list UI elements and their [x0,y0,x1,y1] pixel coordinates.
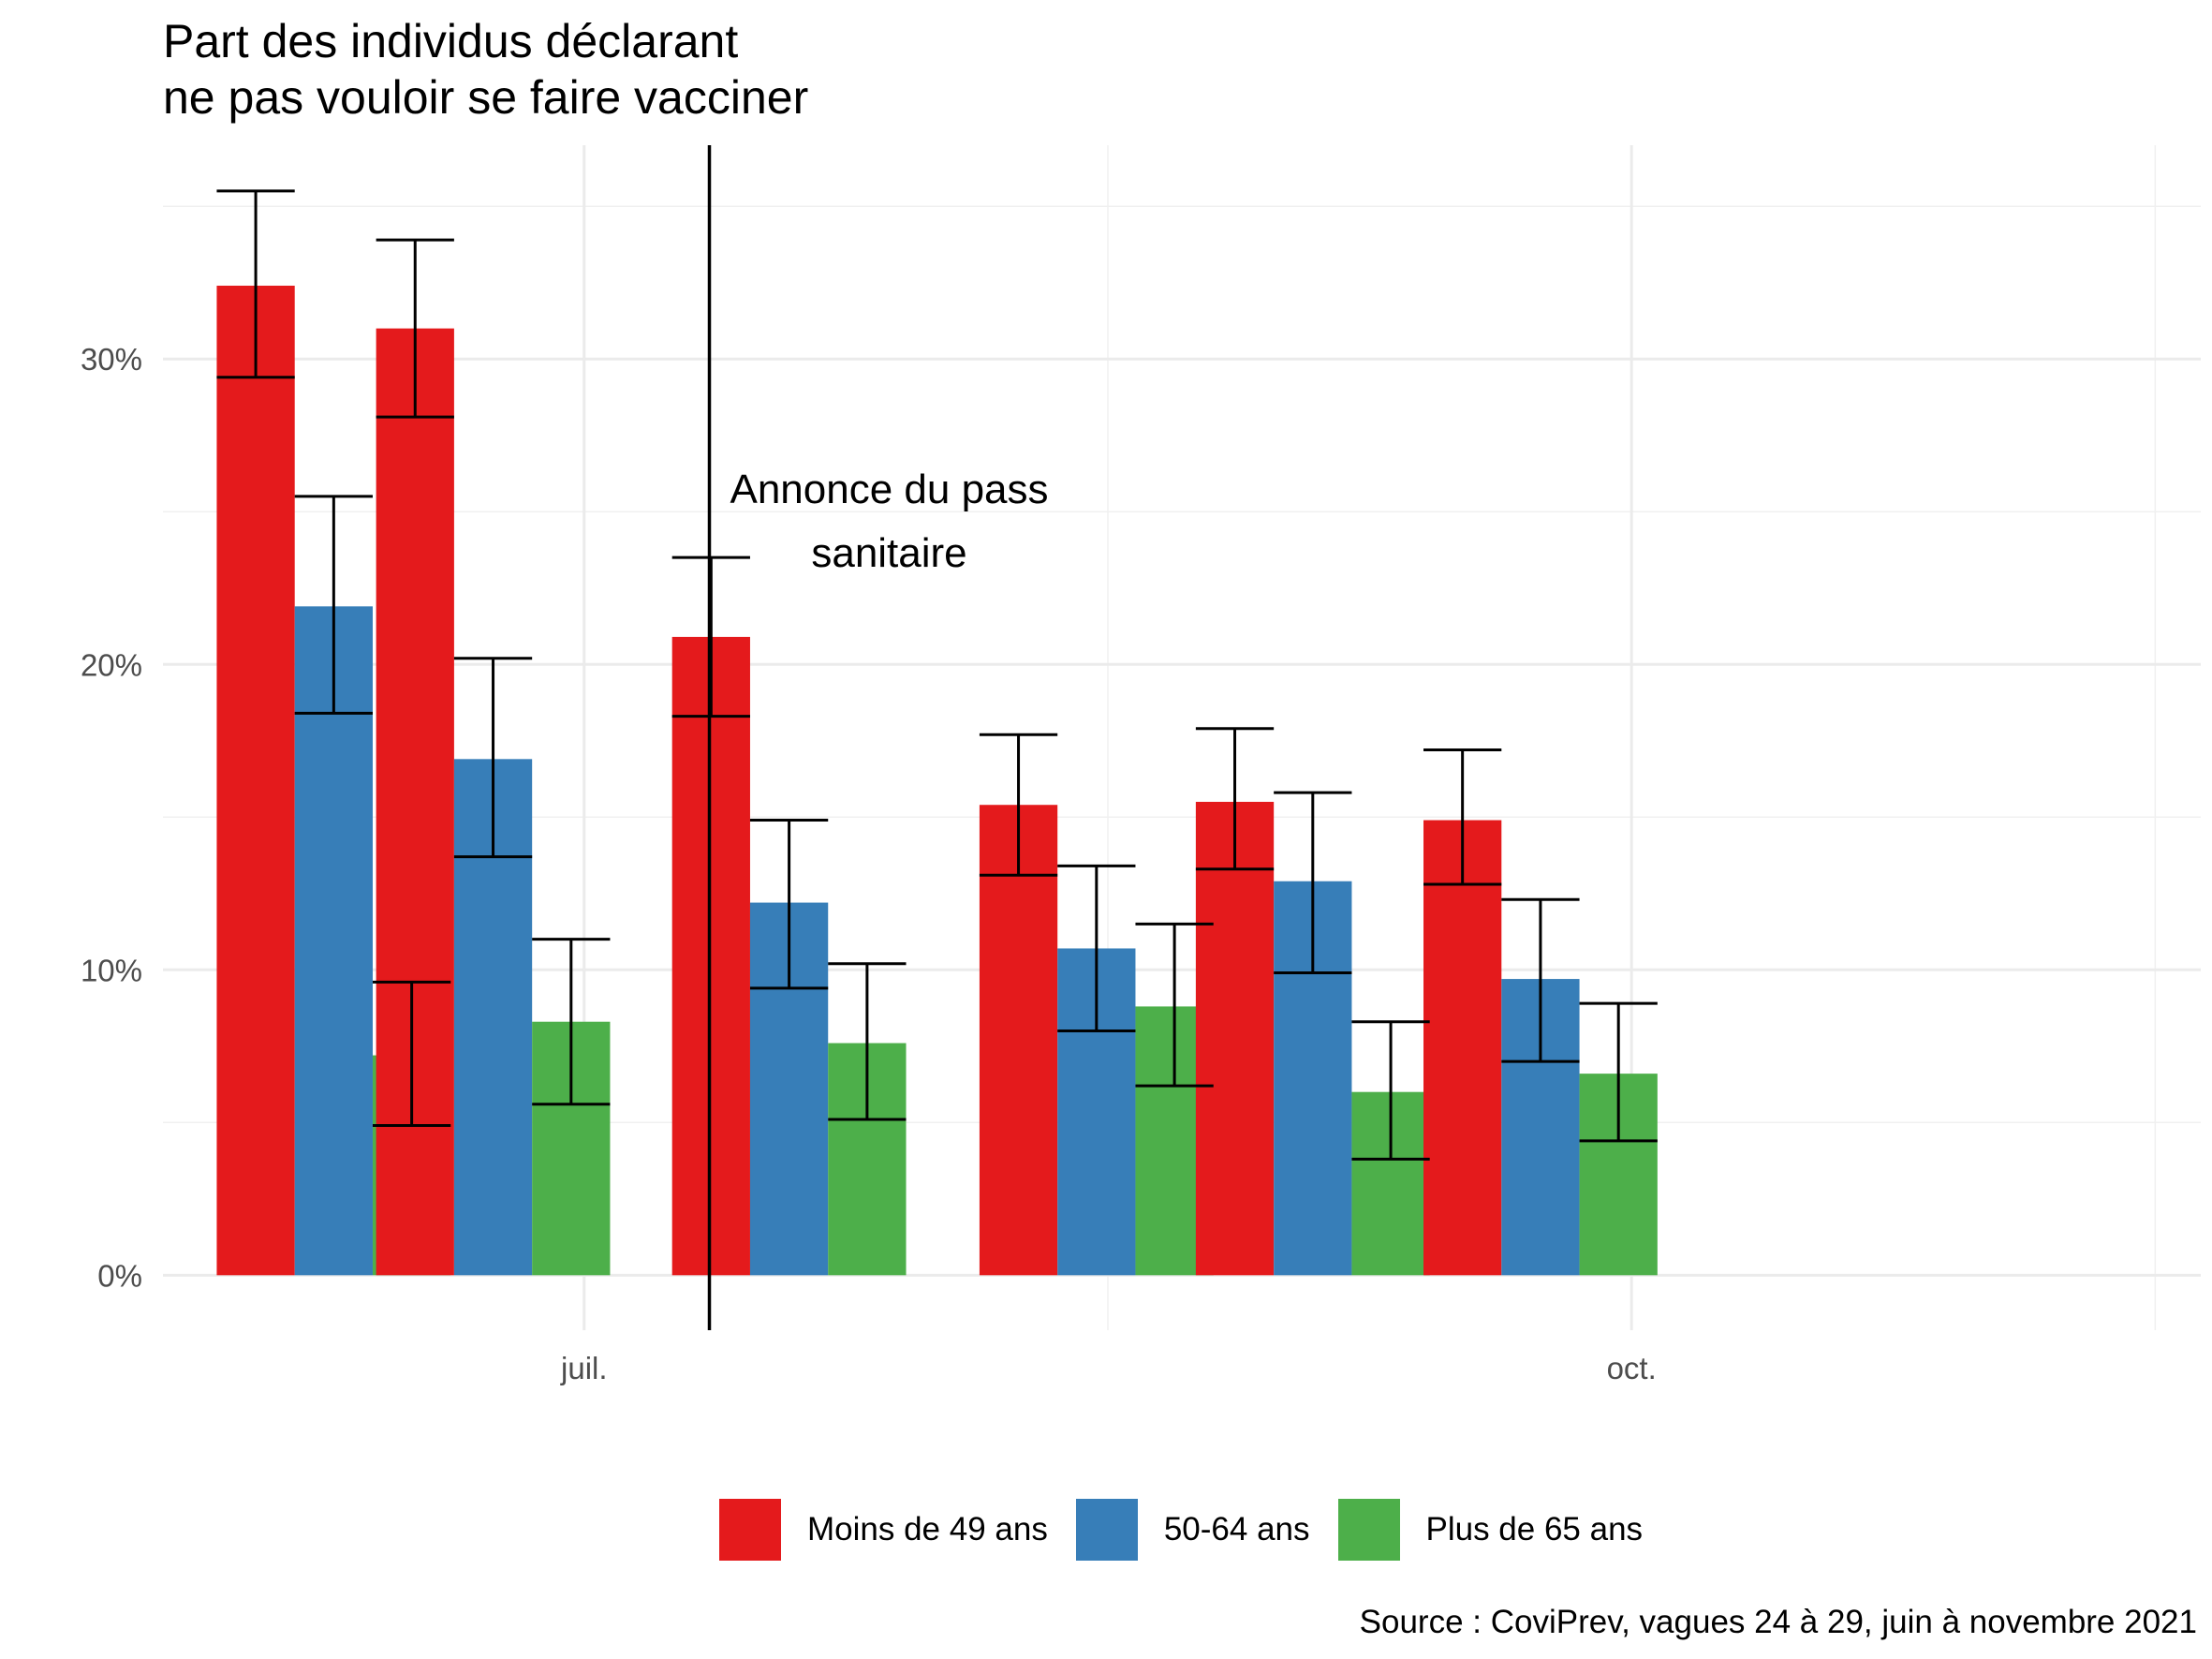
bar [671,636,750,1276]
legend-item-over-65: Plus de 65 ans [1337,1499,1644,1561]
legend-label: 50-64 ans [1163,1511,1310,1548]
chart-title: Part des individus déclarant ne pas voul… [163,13,808,126]
y-tick-label: 10% [81,953,142,987]
legend-item-under-49: Moins de 49 ans [719,1499,1048,1561]
legend-label: Plus de 65 ans [1425,1511,1644,1548]
chart-title-line-1: Part des individus déclarant [163,15,739,67]
annotation-text: sanitaire [811,530,966,576]
y-tick-label: 30% [81,342,142,377]
legend-item-50-64: 50-64 ans [1075,1499,1310,1561]
legend-swatch-red [719,1499,781,1561]
bar [216,285,295,1276]
annotation-text: Annonce du pass [730,467,1048,512]
chart-title-line-2: ne pas vouloir se faire vacciner [163,71,809,124]
legend: Moins de 49 ans 50-64 ans Plus de 65 ans [719,1499,1671,1561]
x-tick-label: oct. [1607,1351,1657,1385]
source-caption: Source : CoviPrev, vagues 24 à 29, juin … [1359,1604,2197,1640]
bar [1195,801,1275,1276]
bar [294,606,373,1276]
legend-label: Moins de 49 ans [807,1511,1048,1548]
y-tick-label: 0% [97,1258,142,1293]
bar [376,328,454,1276]
y-tick-label: 20% [81,647,142,682]
x-tick-label: juil. [560,1351,608,1385]
legend-swatch-blue [1075,1499,1138,1561]
bar [979,805,1058,1276]
bar [1423,820,1502,1276]
legend-swatch-green [1337,1499,1400,1561]
